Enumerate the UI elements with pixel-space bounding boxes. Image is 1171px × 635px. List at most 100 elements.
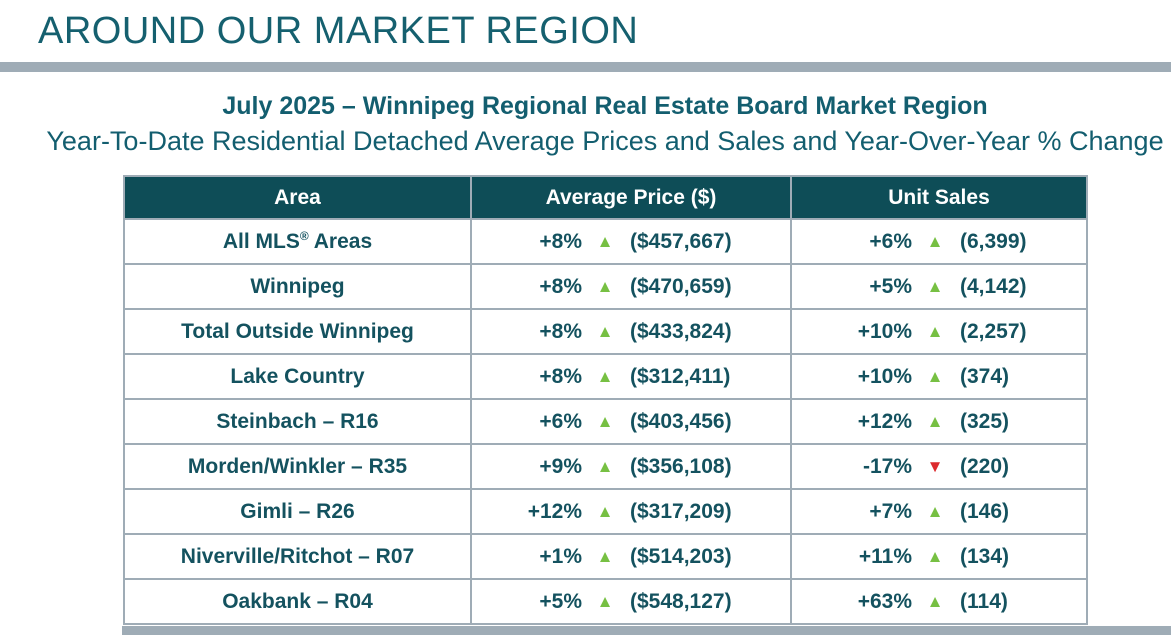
price-metric: +8% ▲ ($470,659) (472, 275, 790, 299)
sales-change-percent: +63% (857, 589, 912, 613)
triangle-up-icon: ▲ (926, 277, 944, 296)
sales-change-percent: +7% (869, 499, 912, 523)
average-price-cell: +8% ▲ ($470,659) (470, 263, 792, 310)
triangle-up-icon: ▲ (596, 592, 614, 611)
price-change-percent: +12% (527, 499, 582, 523)
price-change-percent: +8% (539, 229, 582, 253)
table-body: All MLS® Areas +8% ▲ ($457,667) +6% ▲ (6… (123, 218, 1088, 625)
unit-sales-cell: +6% ▲ (6,399) (790, 218, 1088, 265)
sales-value: (374) (960, 364, 1010, 388)
sales-change-percent: +11% (858, 544, 912, 568)
area-cell: Morden/Winkler – R35 (123, 443, 472, 490)
sales-metric: +6% ▲ (6,399) (792, 230, 1086, 254)
sales-metric: +7% ▲ (146) (792, 500, 1086, 524)
price-change-percent: +1% (539, 544, 582, 568)
unit-sales-cell: +10% ▲ (2,257) (790, 308, 1088, 355)
triangle-down-icon: ▼ (926, 457, 944, 476)
area-name: All MLS (222, 230, 300, 253)
area-name: Morden/Winkler – R35 (187, 455, 408, 478)
column-header-unit-sales: Unit Sales (790, 175, 1088, 220)
unit-sales-cell: +11% ▲ (134) (790, 533, 1088, 580)
price-metric: +5% ▲ ($548,127) (472, 590, 790, 614)
average-price-cell: +9% ▲ ($356,108) (470, 443, 792, 490)
table-row: Morden/Winkler – R35 +9% ▲ ($356,108) -1… (123, 443, 1088, 490)
sales-metric: -17% ▼ (220) (792, 455, 1086, 479)
price-change-percent: +8% (539, 364, 582, 388)
area-cell: Oakbank – R04 (123, 578, 472, 625)
table-row: Oakbank – R04 +5% ▲ ($548,127) +63% ▲ (1… (123, 578, 1088, 625)
area-cell: Winnipeg (123, 263, 472, 310)
price-metric: +12% ▲ ($317,209) (472, 500, 790, 524)
sales-value: (4,142) (960, 274, 1027, 298)
sales-change-percent: +10% (857, 319, 912, 343)
area-cell: Steinbach – R16 (123, 398, 472, 445)
sales-value: (2,257) (960, 319, 1027, 343)
page-title: AROUND OUR MARKET REGION (38, 10, 639, 52)
area-cell: Niverville/Ritchot – R07 (123, 533, 472, 580)
area-name: Niverville/Ritchot – R07 (180, 545, 415, 568)
unit-sales-cell: +63% ▲ (114) (790, 578, 1088, 625)
area-name: Gimli – R26 (240, 500, 355, 523)
price-metric: +8% ▲ ($312,411) (472, 365, 790, 389)
triangle-up-icon: ▲ (596, 502, 614, 521)
sales-metric: +12% ▲ (325) (792, 410, 1086, 434)
price-change-percent: +8% (539, 274, 582, 298)
sales-value: (325) (960, 409, 1010, 433)
sales-value: (134) (960, 544, 1010, 568)
triangle-up-icon: ▲ (596, 367, 614, 386)
average-price-cell: +1% ▲ ($514,203) (470, 533, 792, 580)
table-row: Lake Country +8% ▲ ($312,411) +10% ▲ (37… (123, 353, 1088, 400)
column-header-average-price: Average Price ($) (470, 175, 792, 220)
table-header: Area Average Price ($) Unit Sales (123, 175, 1088, 220)
sales-value: (146) (960, 499, 1010, 523)
sales-change-percent: -17% (862, 454, 912, 478)
sales-metric: +10% ▲ (2,257) (792, 320, 1086, 344)
title-divider-bar (0, 62, 1171, 72)
price-change-percent: +8% (539, 319, 582, 343)
area-cell: Gimli – R26 (123, 488, 472, 535)
price-metric: +6% ▲ ($403,456) (472, 410, 790, 434)
triangle-up-icon: ▲ (596, 322, 614, 341)
triangle-up-icon: ▲ (926, 322, 944, 341)
sales-value: (114) (960, 589, 1008, 613)
table-row: Steinbach – R16 +6% ▲ ($403,456) +12% ▲ … (123, 398, 1088, 445)
price-metric: +8% ▲ ($457,667) (472, 230, 790, 254)
area-name: Steinbach – R16 (216, 410, 379, 433)
triangle-up-icon: ▲ (596, 277, 614, 296)
table-header-row: Area Average Price ($) Unit Sales (123, 175, 1088, 220)
area-cell: Lake Country (123, 353, 472, 400)
price-value: ($433,824) (630, 319, 732, 343)
sales-metric: +10% ▲ (374) (792, 365, 1086, 389)
registered-trademark-symbol: ® (299, 229, 309, 243)
average-price-cell: +8% ▲ ($457,667) (470, 218, 792, 265)
sales-metric: +11% ▲ (134) (792, 545, 1086, 569)
average-price-cell: +12% ▲ ($317,209) (470, 488, 792, 535)
unit-sales-cell: +7% ▲ (146) (790, 488, 1088, 535)
area-cell: Total Outside Winnipeg (123, 308, 472, 355)
triangle-up-icon: ▲ (596, 457, 614, 476)
price-value: ($356,108) (630, 454, 732, 478)
triangle-up-icon: ▲ (926, 232, 944, 251)
price-value: ($548,127) (630, 589, 732, 613)
report-period-subtitle: July 2025 – Winnipeg Regional Real Estat… (222, 92, 988, 120)
price-change-percent: +9% (539, 454, 582, 478)
price-change-percent: +6% (539, 409, 582, 433)
unit-sales-cell: +12% ▲ (325) (790, 398, 1088, 445)
triangle-up-icon: ▲ (926, 547, 944, 566)
triangle-up-icon: ▲ (926, 592, 944, 611)
sales-change-percent: +10% (857, 364, 912, 388)
unit-sales-cell: +5% ▲ (4,142) (790, 263, 1088, 310)
triangle-up-icon: ▲ (596, 547, 614, 566)
table-row: Winnipeg +8% ▲ ($470,659) +5% ▲ (4,142) (123, 263, 1088, 310)
price-metric: +1% ▲ ($514,203) (472, 545, 790, 569)
report-description-subtitle: Year-To-Date Residential Detached Averag… (46, 126, 1164, 156)
triangle-up-icon: ▲ (596, 232, 614, 251)
table-row: Total Outside Winnipeg +8% ▲ ($433,824) … (123, 308, 1088, 355)
area-name: Total Outside Winnipeg (181, 320, 414, 343)
table-row: Gimli – R26 +12% ▲ ($317,209) +7% ▲ (146… (123, 488, 1088, 535)
triangle-up-icon: ▲ (596, 412, 614, 431)
average-price-cell: +6% ▲ ($403,456) (470, 398, 792, 445)
unit-sales-cell: -17% ▼ (220) (790, 443, 1088, 490)
area-name: Oakbank – R04 (222, 590, 373, 613)
